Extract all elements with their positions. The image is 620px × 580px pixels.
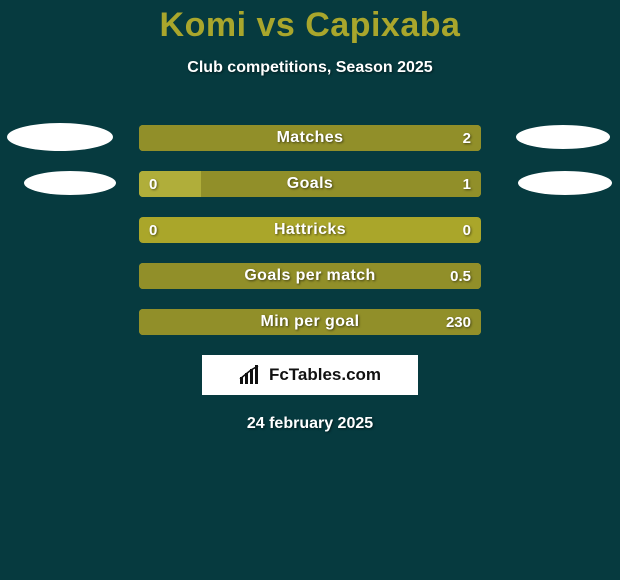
chart-area: Matches 2 0 Goals 1 0 Hattricks 0 — [0, 125, 620, 433]
team-left-marker-1 — [7, 123, 113, 151]
bar-row-goals: 0 Goals 1 — [139, 171, 481, 197]
comparison-infographic: Komi vs Capixaba Club competitions, Seas… — [0, 0, 620, 580]
team-right-marker-2 — [518, 171, 612, 195]
footer-date: 24 february 2025 — [0, 415, 620, 433]
bar-label: Goals per match — [139, 263, 481, 289]
bar-right-value: 230 — [446, 309, 471, 335]
bar-right-value: 0.5 — [450, 263, 471, 289]
bar-row-goals-per-match: Goals per match 0.5 — [139, 263, 481, 289]
bar-label: Min per goal — [139, 309, 481, 335]
bar-label: Matches — [139, 125, 481, 151]
team-right-marker-1 — [516, 125, 610, 149]
page-subtitle: Club competitions, Season 2025 — [0, 59, 620, 77]
bar-row-hattricks: 0 Hattricks 0 — [139, 217, 481, 243]
bar-chart-icon — [239, 365, 263, 385]
bar-row-matches: Matches 2 — [139, 125, 481, 151]
bar-label: Goals — [139, 171, 481, 197]
team-left-marker-2 — [24, 171, 116, 195]
brand-box: FcTables.com — [202, 355, 418, 395]
bar-label: Hattricks — [139, 217, 481, 243]
page-title: Komi vs Capixaba — [0, 0, 620, 45]
bar-right-value: 2 — [463, 125, 471, 151]
brand-text: FcTables.com — [269, 365, 381, 385]
bar-right-value: 0 — [463, 217, 471, 243]
bar-row-min-per-goal: Min per goal 230 — [139, 309, 481, 335]
bars-container: Matches 2 0 Goals 1 0 Hattricks 0 — [139, 125, 481, 335]
bar-right-value: 1 — [463, 171, 471, 197]
